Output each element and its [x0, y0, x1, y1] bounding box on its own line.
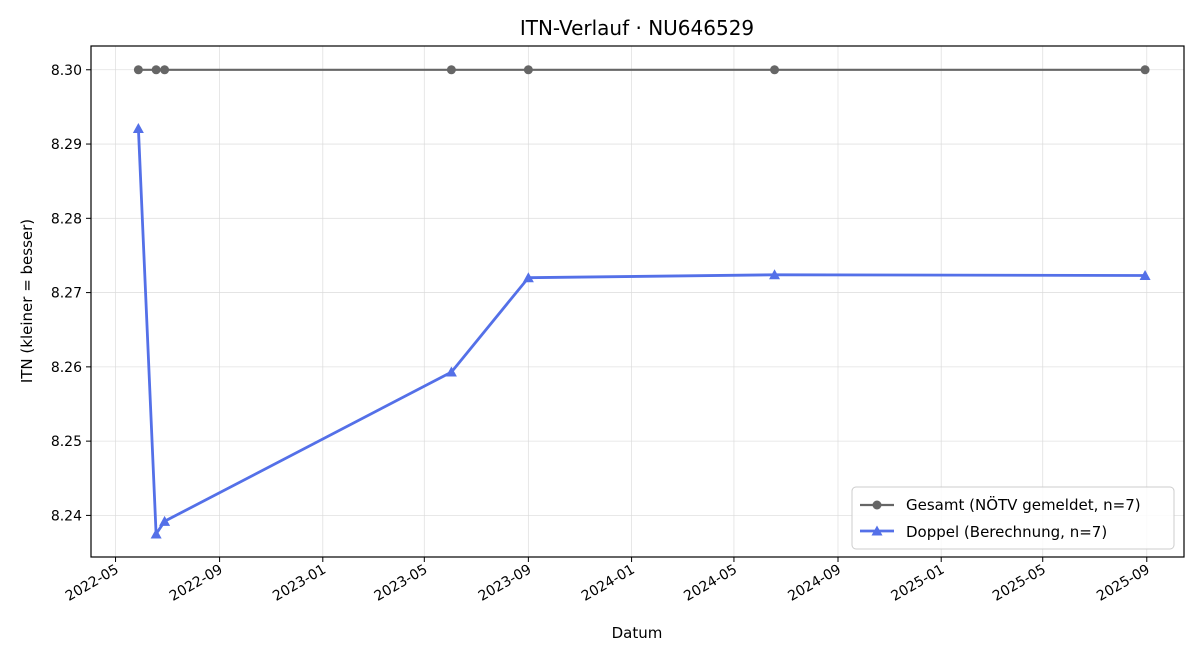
legend-marker-doppel	[871, 525, 883, 536]
data-point-doppel	[445, 366, 457, 377]
y-tick-label: 8.29	[51, 137, 82, 153]
y-tick-label: 8.26	[51, 360, 82, 376]
plot-frame	[90, 45, 1185, 558]
x-tick-label: 2022-05	[63, 562, 122, 605]
y-tick-label: 8.25	[51, 434, 82, 450]
legend-marker-gesamt	[872, 500, 882, 510]
y-axis-label: ITN (kleiner = besser)	[18, 219, 36, 383]
x-tick-label: 2024-05	[681, 562, 740, 605]
data-point-gesamt	[770, 65, 780, 75]
data-point-doppel	[150, 528, 162, 539]
legend: Gesamt (NÖTV gemeldet, n=7) Doppel (Bere…	[851, 486, 1175, 550]
data-point-doppel	[769, 269, 781, 280]
y-tick-label: 8.28	[51, 211, 82, 227]
x-tick-label: 2025-09	[1094, 562, 1153, 605]
x-tick-label: 2023-05	[372, 562, 431, 605]
data-point-gesamt	[1140, 65, 1150, 75]
data-point-doppel	[522, 272, 534, 283]
data-point-gesamt	[133, 65, 143, 75]
y-tick-label: 8.30	[51, 63, 82, 79]
y-tick-label: 8.24	[51, 508, 82, 524]
x-tick-label: 2023-09	[476, 562, 535, 605]
x-tick-label: 2024-01	[579, 562, 638, 605]
x-tick-label: 2025-05	[990, 562, 1049, 605]
y-tick-label: 8.27	[51, 286, 82, 302]
data-point-gesamt	[151, 65, 161, 75]
data-point-doppel	[1139, 270, 1151, 281]
series-line-doppel	[137, 128, 1146, 536]
legend-box	[851, 486, 1175, 550]
legend-label-gesamt: Gesamt (NÖTV gemeldet, n=7)	[906, 495, 1141, 514]
series-layer	[132, 65, 1151, 539]
data-point-gesamt	[160, 65, 170, 75]
x-tick-label: 2025-01	[889, 562, 948, 605]
x-tick-label: 2024-09	[785, 562, 844, 605]
x-tick-label: 2023-01	[270, 562, 329, 605]
data-point-gesamt	[523, 65, 533, 75]
data-point-gesamt	[446, 65, 456, 75]
chart-title: ITN-Verlauf · NU646529	[520, 16, 754, 40]
x-tick-label: 2022-09	[167, 562, 226, 605]
legend-label-doppel: Doppel (Berechnung, n=7)	[906, 523, 1107, 541]
data-point-doppel	[159, 515, 171, 526]
data-point-doppel	[132, 122, 144, 133]
grid-layer	[91, 46, 1184, 557]
x-axis-label: Datum	[612, 624, 663, 642]
